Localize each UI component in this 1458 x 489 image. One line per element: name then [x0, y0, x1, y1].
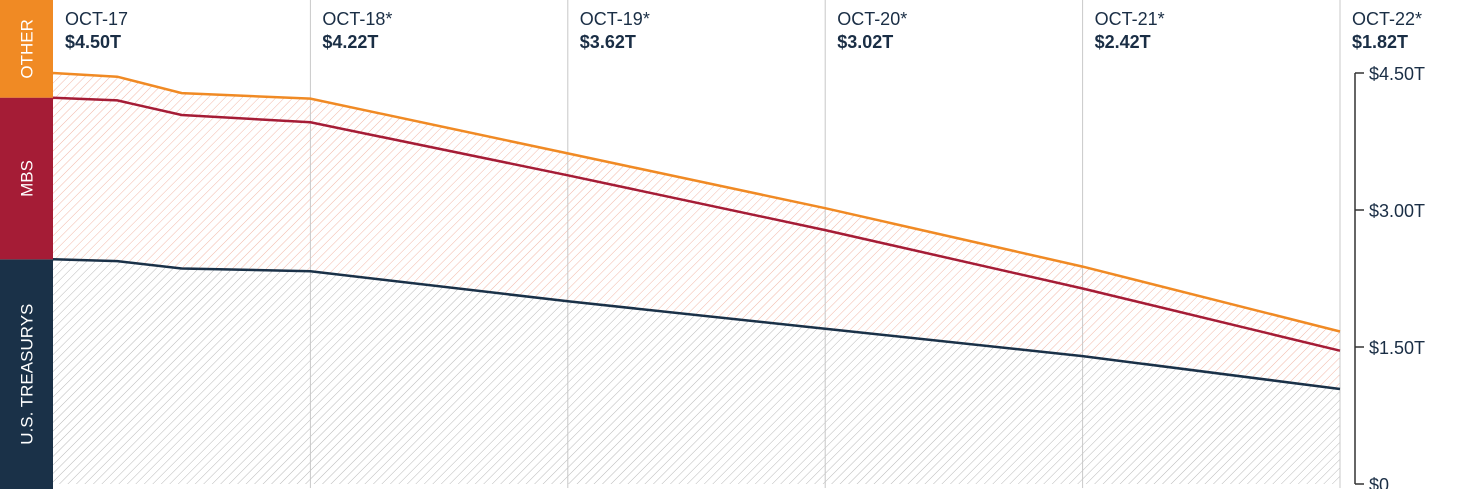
- date-label: OCT-19*: [580, 9, 650, 29]
- line-u-s-treasurys: [52, 258, 1341, 391]
- date-label: OCT-18*: [322, 9, 392, 29]
- legend-label-other: OTHER: [17, 19, 36, 79]
- legend-label-u-s-treasurys: U.S. TREASURYS: [18, 304, 37, 445]
- date-label: OCT-20*: [837, 9, 907, 29]
- value-label: $1.82T: [1352, 32, 1408, 52]
- date-label: OCT-17: [65, 9, 128, 29]
- legend-band-u-s-treasurys: [0, 259, 53, 489]
- legend-band-mbs: [0, 97, 53, 260]
- line-other: [52, 71, 1341, 333]
- date-label: OCT-22*: [1352, 9, 1422, 29]
- value-label: $4.22T: [322, 32, 378, 52]
- area-mbs: [53, 97, 1340, 389]
- y-tick-label: $3.00T: [1369, 201, 1425, 221]
- value-label: $3.02T: [837, 32, 893, 52]
- y-tick-label: $1.50T: [1369, 338, 1425, 358]
- legend-band-other: [0, 0, 53, 98]
- line-mbs: [52, 96, 1341, 352]
- legend-label-mbs: MBS: [18, 160, 37, 197]
- y-tick-label: $4.50T: [1369, 64, 1425, 84]
- value-label: $3.62T: [580, 32, 636, 52]
- value-label: $2.42T: [1095, 32, 1151, 52]
- area-other: [53, 73, 1340, 351]
- date-label: OCT-21*: [1095, 9, 1165, 29]
- y-tick-label: $0: [1369, 475, 1389, 489]
- value-label: $4.50T: [65, 32, 121, 52]
- area-u-s-treasurys: [53, 259, 1340, 484]
